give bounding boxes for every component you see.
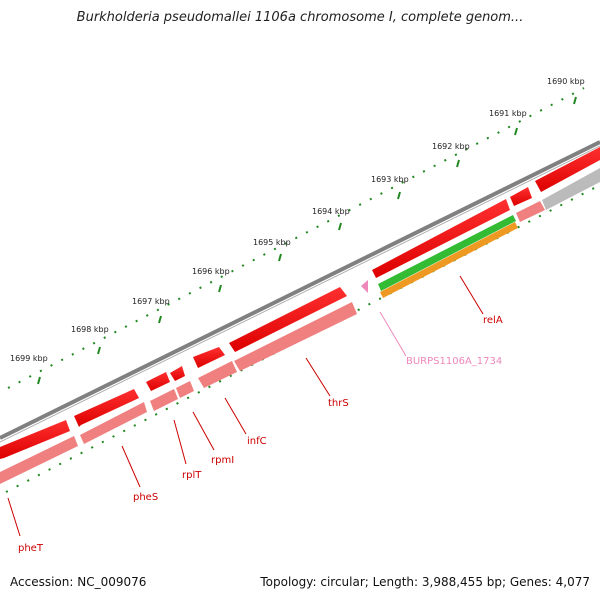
coordinate-track: [7, 87, 585, 389]
kbp-label: 1699 kbp: [10, 354, 48, 363]
genome-backbone: [0, 140, 600, 440]
kbp-tick: [218, 284, 222, 293]
kbp-tick: [397, 191, 401, 200]
kbp-tick: [338, 222, 342, 231]
light-thrS: [234, 302, 357, 371]
cds-relA: [372, 199, 510, 278]
kbp-label: 1690 kbp: [547, 77, 585, 86]
forward-cds-track: [0, 147, 600, 459]
kbp-tick: [573, 96, 577, 105]
gene-label-burps: BURPS1106A_1734: [406, 356, 502, 367]
cds-thrS: [229, 287, 347, 352]
cds-pheS: [74, 389, 139, 427]
gene-label-infC: infC: [247, 436, 267, 447]
topology-label: Topology: circular; Length: 3,988,455 bp…: [260, 575, 590, 589]
cds-pheT: [0, 420, 70, 459]
kbp-tick: [514, 127, 518, 136]
cds-rplT: [146, 372, 170, 391]
rrna-orange: [380, 222, 518, 298]
kbp-label: 1695 kbp: [253, 238, 291, 247]
kbp-tick: [37, 376, 41, 385]
kbp-label: 1696 kbp: [192, 267, 230, 276]
kbp-label: 1693 kbp: [371, 175, 409, 184]
accession-label: Accession: NC_009076: [10, 575, 147, 589]
gene-label-rplT: rplT: [182, 470, 202, 481]
gray-feature: [542, 168, 600, 210]
kbp-label: 1692 kbp: [432, 142, 470, 151]
map-title: Burkholderia pseudomallei 1106a chromoso…: [76, 10, 524, 25]
pink-marker: [361, 280, 368, 293]
light-rpmI: [176, 381, 194, 398]
light-pheT: [0, 436, 78, 484]
cds-rpmI: [170, 366, 185, 381]
cds-infC: [193, 347, 225, 368]
light-right: [516, 201, 545, 222]
cds-right-1: [510, 187, 532, 206]
kbp-tick: [456, 159, 460, 168]
kbp-label: 1691 kbp: [489, 109, 527, 118]
kbp-label: 1694 kbp: [312, 207, 350, 216]
light-infC: [198, 361, 237, 388]
kbp-label: 1697 kbp: [132, 297, 170, 306]
light-pheS: [80, 402, 147, 444]
light-cds-track: [0, 168, 600, 484]
genome-backbone-shadow: [0, 145, 600, 443]
light-rplT: [150, 389, 178, 411]
gene-label-relA: relA: [483, 315, 503, 326]
kbp-tick: [97, 346, 101, 355]
kbp-tick: [158, 315, 162, 324]
kbp-label: 1698 kbp: [71, 325, 109, 334]
rrna-green: [378, 215, 516, 291]
kbp-tick: [278, 253, 282, 262]
gene-label-pheT: pheT: [18, 543, 44, 554]
cds-right-2: [535, 147, 600, 192]
gene-label-rpmI: rpmI: [211, 455, 234, 466]
gene-label-thrS: thrS: [328, 398, 349, 409]
gene-label-pheS: pheS: [133, 492, 158, 503]
gene-callouts: [7, 275, 484, 537]
